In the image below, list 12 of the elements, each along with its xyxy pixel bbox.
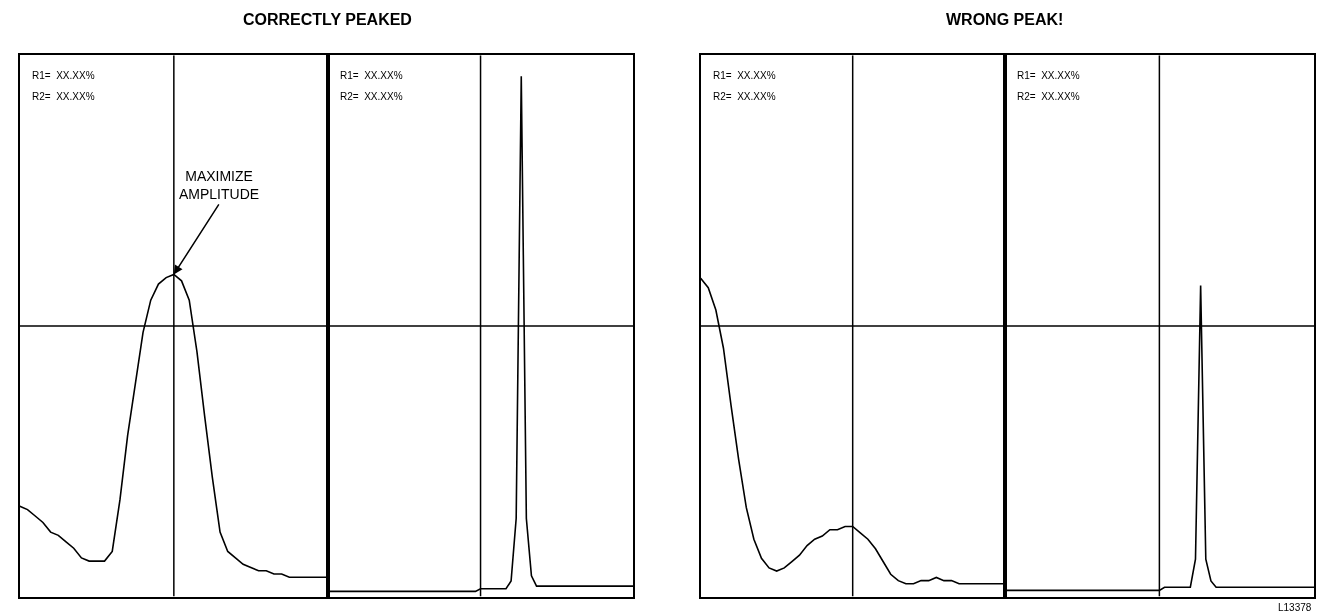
text: R1= XX.XX% [1017, 70, 1080, 81]
text: R2= XX.XX% [1017, 91, 1080, 102]
text: R1= XX.XX% [713, 70, 776, 81]
annotation: R2= XX.XX% [340, 91, 403, 102]
chart-title: CORRECTLY PEAKED [243, 11, 412, 28]
annotation: R1= XX.XX% [340, 70, 403, 81]
text: R1= XX.XX% [32, 70, 95, 81]
text: R2= XX.XX% [32, 91, 95, 102]
chart-title: WRONG PEAK! [946, 11, 1064, 28]
text: R2= XX.XX% [713, 91, 776, 102]
text: L13378 [1278, 602, 1312, 613]
text: MAXIMIZE AMPLITUDE [179, 168, 260, 203]
